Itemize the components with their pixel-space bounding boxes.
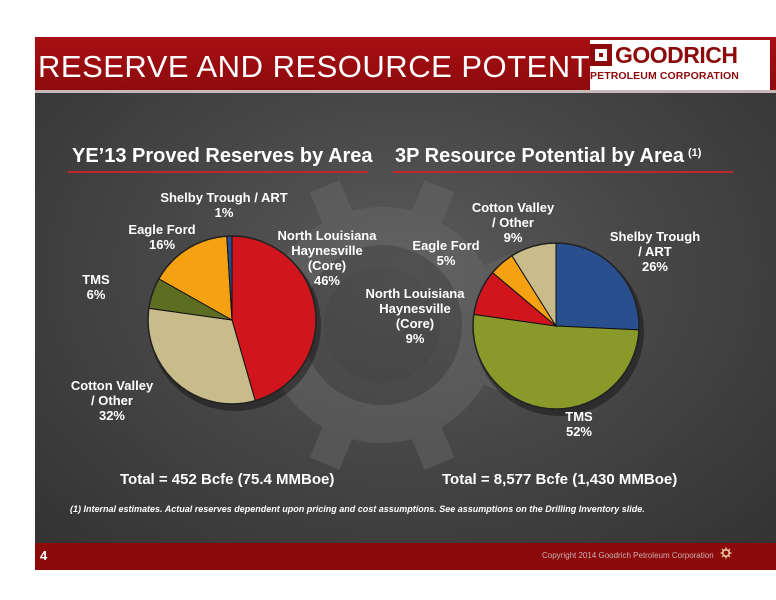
- slice-label: Shelby Trough / ART 1%: [160, 190, 287, 220]
- slice-label-line: North Louisiana: [277, 228, 377, 243]
- slice-label: Shelby Trough / ART 26%: [610, 229, 700, 274]
- slice-label-line: Haynesville: [291, 243, 363, 258]
- logo-subtitle: PETROLEUM CORPORATION: [590, 70, 739, 82]
- slice-label-line: / ART: [638, 244, 672, 259]
- slice-label-line: Cotton Valley: [471, 200, 555, 215]
- slice-label-line: Eagle Ford: [128, 222, 196, 237]
- slice-label-line: / Other: [492, 215, 534, 230]
- page-number: 4: [40, 548, 48, 563]
- slice-label-line: TMS: [565, 409, 593, 424]
- slice-label: Eagle Ford 5%: [412, 238, 479, 268]
- slice-label-line: 52%: [565, 424, 593, 439]
- slice-label-line: 9%: [503, 230, 523, 245]
- slice-label-line: North Louisiana: [365, 286, 465, 301]
- chart-title-right-note: (1): [688, 147, 702, 159]
- slice-label-line: 6%: [86, 287, 106, 302]
- pie-1: [472, 242, 644, 416]
- slice-label: Cotton Valley / Other 32%: [71, 378, 153, 423]
- pie-0: [147, 235, 321, 411]
- slice-label-line: TMS: [82, 272, 110, 287]
- slice-label-line: 26%: [641, 259, 669, 274]
- slide-title: RESERVE AND RESOURCE POTENTIAL: [38, 49, 639, 84]
- chart-title-right-wrap: 3P Resource Potential by Area (1): [395, 145, 701, 168]
- footer-band: [35, 543, 776, 570]
- slice-label-line: Eagle Ford: [412, 238, 480, 253]
- chart-title-left-underline: [68, 171, 368, 173]
- slice-label-line: Shelby Trough: [609, 229, 701, 244]
- logo-name: GOODRICH: [615, 42, 738, 68]
- slice-label-line: 46%: [313, 273, 341, 288]
- slice-label-line: (Core): [307, 258, 347, 273]
- slice-label-line: 16%: [148, 237, 176, 252]
- slice-label: TMS 52%: [565, 409, 592, 439]
- slice-label-line: Cotton Valley: [70, 378, 154, 393]
- slice-label-line: / Other: [91, 393, 133, 408]
- gear-logo-icon: [720, 547, 732, 559]
- slice-label: TMS 6%: [82, 272, 109, 302]
- slice-label: North Louisiana Haynesville (Core) 46%: [278, 228, 377, 288]
- slice-label-line: 9%: [405, 331, 425, 346]
- company-logo: GOODRICH PETROLEUM CORPORATION: [590, 40, 770, 90]
- slice-label-line: Haynesville: [379, 301, 451, 316]
- chart-title-right: 3P Resource Potential by Area: [395, 145, 685, 167]
- logo-mark-icon: [590, 44, 612, 66]
- slice-label: North Louisiana Haynesville (Core) 9%: [366, 286, 465, 346]
- copyright: Copyright 2014 Goodrich Petroleum Corpor…: [542, 551, 714, 560]
- slice-label: Eagle Ford 16%: [128, 222, 195, 252]
- footnote: (1) Internal estimates. Actual reserves …: [70, 504, 645, 514]
- slice-label-line: (Core): [395, 316, 435, 331]
- slice-label-line: 1%: [214, 205, 234, 220]
- chart-title-left: YE’13 Proved Reserves by Area: [72, 145, 373, 167]
- slice-label-line: Shelby Trough / ART: [160, 190, 288, 205]
- chart-total-left: Total = 452 Bcfe (75.4 MMBoe): [120, 471, 335, 488]
- slice-label-line: 5%: [436, 253, 456, 268]
- chart-title-right-underline: [393, 171, 733, 173]
- slice-label-line: 32%: [98, 408, 126, 423]
- chart-total-right: Total = 8,577 Bcfe (1,430 MMBoe): [442, 471, 678, 488]
- slice-label: Cotton Valley / Other 9%: [472, 200, 554, 245]
